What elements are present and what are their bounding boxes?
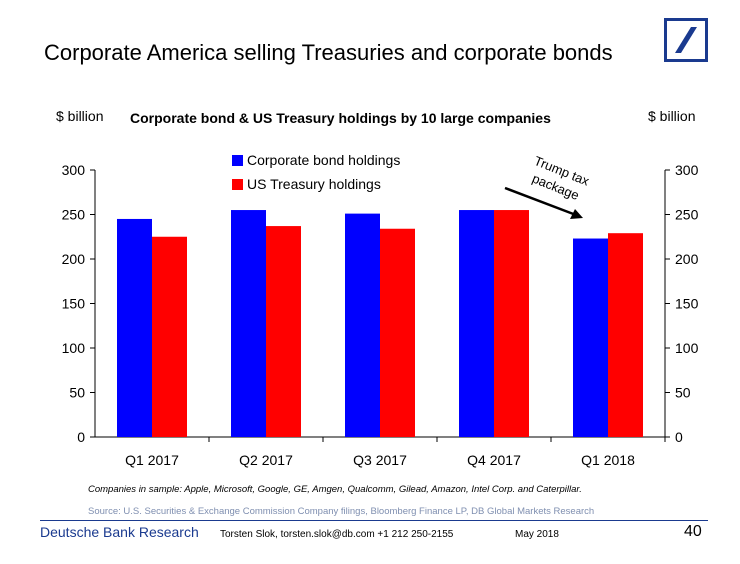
y-axis-right-label: $ billion <box>648 108 696 124</box>
chart-title: Corporate bond & US Treasury holdings by… <box>130 110 551 126</box>
bar-us-treasury <box>152 236 187 437</box>
x-tick-label: Q3 2017 <box>353 452 407 468</box>
y-tick-label-right: 300 <box>675 162 699 178</box>
y-tick-label-left: 150 <box>62 296 86 312</box>
x-tick-label: Q1 2017 <box>125 452 179 468</box>
annotation-arrow-shaft <box>504 186 577 217</box>
y-tick-label-right: 100 <box>675 340 699 356</box>
y-tick-label-right: 50 <box>675 385 691 401</box>
legend-label: Corporate bond holdings <box>247 152 400 168</box>
bar-corporate-bond <box>231 210 266 437</box>
x-tick-label: Q1 2018 <box>581 452 635 468</box>
bar-corporate-bond <box>345 213 380 437</box>
page-number: 40 <box>684 523 702 540</box>
legend-label: US Treasury holdings <box>247 176 381 192</box>
footer-org: Deutsche Bank Research <box>40 524 199 540</box>
footer-date: May 2018 <box>515 529 559 540</box>
y-tick-label-right: 250 <box>675 207 699 223</box>
x-tick-label: Q2 2017 <box>239 452 293 468</box>
legend-swatch <box>232 179 243 190</box>
bar-corporate-bond <box>117 218 152 437</box>
deutsche-bank-logo <box>664 18 708 62</box>
y-tick-label-left: 100 <box>62 340 86 356</box>
legend-swatch <box>232 155 243 166</box>
bar-us-treasury <box>608 233 643 437</box>
y-tick-label-left: 50 <box>69 385 85 401</box>
x-tick-label: Q4 2017 <box>467 452 521 468</box>
bar-corporate-bond <box>459 210 494 437</box>
bar-corporate-bond <box>573 238 608 437</box>
y-tick-label-right: 0 <box>675 429 683 445</box>
y-tick-label-left: 300 <box>62 162 86 178</box>
y-tick-label-right: 200 <box>675 251 699 267</box>
footer-divider <box>40 520 708 521</box>
sample-note: Companies in sample: Apple, Microsoft, G… <box>88 484 582 495</box>
bar-us-treasury <box>380 228 415 437</box>
y-tick-label-right: 150 <box>675 296 699 312</box>
y-tick-label-left: 200 <box>62 251 86 267</box>
bar-us-treasury <box>266 226 301 437</box>
slide-title: Corporate America selling Treasuries and… <box>44 40 613 65</box>
annotation-arrow-head <box>570 209 583 219</box>
footer-author: Torsten Slok, torsten.slok@db.com +1 212… <box>220 529 454 540</box>
source-note: Source: U.S. Securities & Exchange Commi… <box>88 506 595 517</box>
y-axis-left-label: $ billion <box>56 108 104 124</box>
y-tick-label-left: 0 <box>77 429 85 445</box>
bar-us-treasury <box>494 210 529 437</box>
y-tick-label-left: 250 <box>62 207 86 223</box>
